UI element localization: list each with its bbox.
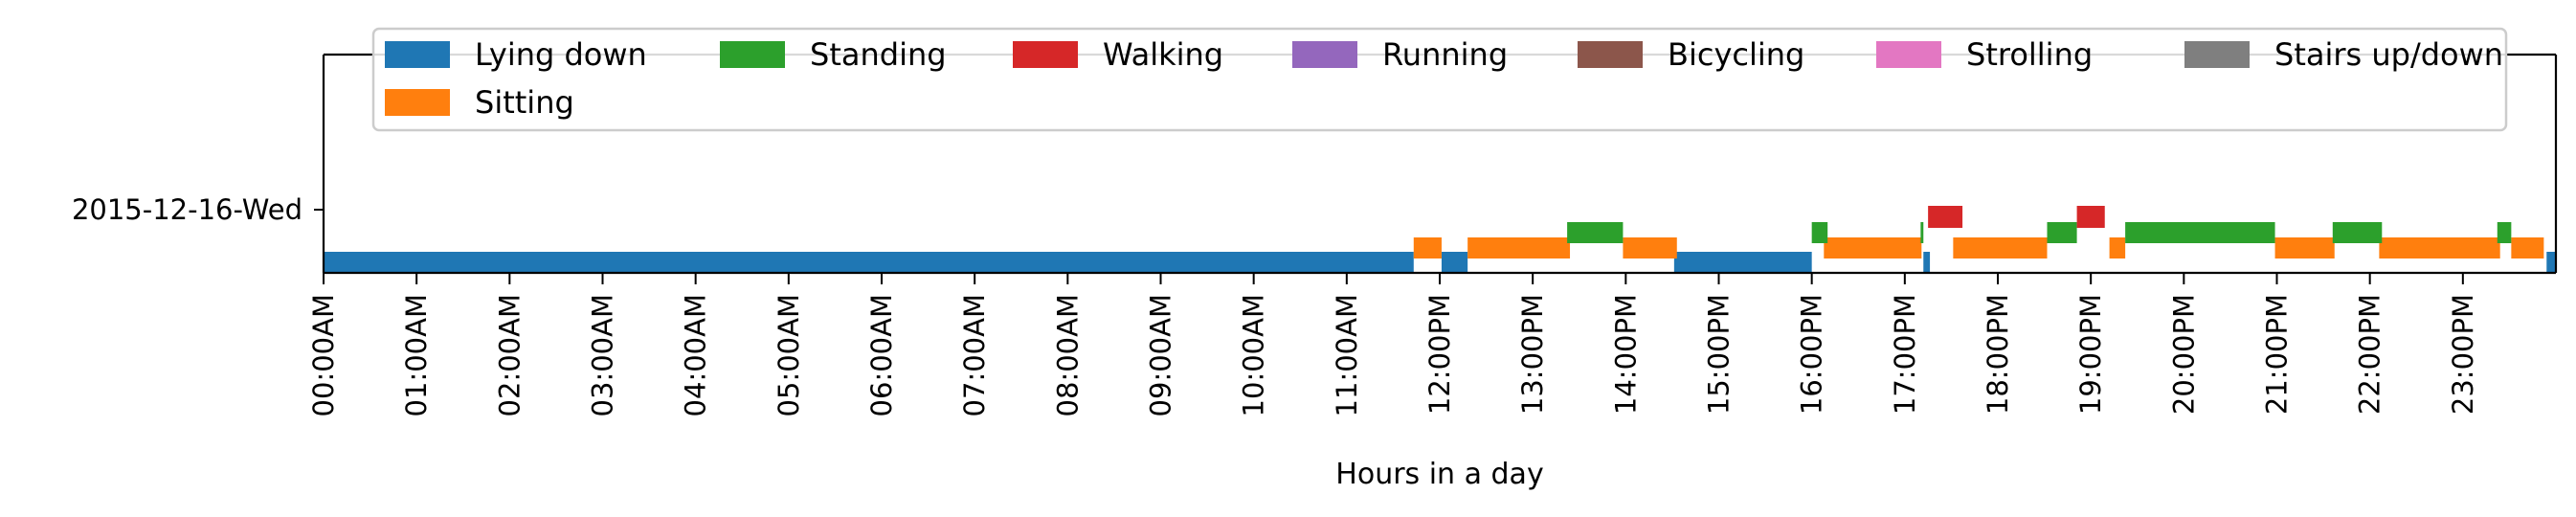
x-tick-label: 18:00PM (1982, 294, 2014, 415)
bar-standing-4 (2125, 222, 2275, 243)
x-tick-label: 23:00PM (2447, 294, 2479, 415)
legend-swatch-stairs-up-down (2184, 41, 2250, 68)
x-tick-label: 03:00AM (587, 294, 619, 416)
legend-swatch-running (1292, 41, 1357, 68)
bar-sitting-8 (2511, 237, 2544, 258)
bar-sitting-6 (2274, 237, 2335, 258)
x-tick-label: 08:00AM (1051, 294, 1084, 416)
legend-swatch-walking (1013, 41, 1078, 68)
legend-label: Bicycling (1668, 36, 1804, 73)
x-tick-label: 05:00AM (773, 294, 805, 416)
legend-swatch-standing (720, 41, 785, 68)
activity-bars (324, 206, 2556, 273)
legend-label: Lying down (475, 36, 647, 73)
row-label: 2015-12-16-Wed (72, 193, 302, 226)
legend-label: Strolling (1966, 36, 2093, 73)
bar-lying-down-2 (1673, 252, 1812, 273)
bar-sitting-0 (1413, 237, 1442, 258)
bar-standing-1 (1811, 222, 1828, 243)
x-tick-label: 00:00AM (307, 294, 340, 416)
x-tick-label: 14:00PM (1609, 294, 1642, 415)
bar-walking-1 (2076, 206, 2105, 228)
legend-swatch-bicycling (1578, 41, 1643, 68)
x-tick-label: 13:00PM (1516, 294, 1549, 415)
bar-sitting-2 (1623, 237, 1677, 258)
x-ticks: 00:00AM 01:00AM 02:00AM 03:00AM 04:00AM 05:00… (307, 273, 2479, 491)
x-tick-label: 06:00AM (865, 294, 898, 416)
bar-sitting-7 (2379, 237, 2500, 258)
x-tick-label: 09:00AM (1145, 294, 1177, 416)
bar-lying-down-4 (2546, 252, 2556, 273)
x-tick-label: 21:00PM (2261, 294, 2294, 415)
bar-lying-down-0 (324, 252, 1414, 273)
x-tick-label: 15:00PM (1703, 294, 1736, 415)
x-tick-label: 01:00AM (400, 294, 433, 416)
legend-label: Running (1382, 36, 1508, 73)
bar-lying-down-3 (1923, 252, 1931, 273)
bar-sitting-1 (1467, 237, 1571, 258)
bar-standing-3 (2047, 222, 2077, 243)
legend: Lying down Standing Walking Running Bicyclin… (371, 27, 2508, 132)
bar-standing-0 (1567, 222, 1624, 243)
legend-label: Standing (810, 36, 947, 73)
x-tick-label: 12:00PM (1423, 294, 1456, 415)
bar-lying-down-1 (1441, 252, 1468, 273)
legend-label: Stairs up/down (2274, 36, 2503, 73)
legend-box (371, 27, 2508, 132)
legend-swatch-lying-down (385, 41, 450, 68)
x-tick-label: 17:00PM (1889, 294, 1921, 415)
bar-standing-6 (2497, 222, 2512, 243)
bar-standing-5 (2332, 222, 2383, 243)
bar-standing-2 (1920, 222, 1924, 243)
x-tick-label: 10:00AM (1238, 294, 1270, 416)
legend-label: Sitting (475, 84, 574, 121)
x-axis-label: Hours in a day (1335, 458, 1543, 491)
legend-swatch-sitting (385, 89, 450, 116)
x-tick-label: 04:00AM (680, 294, 712, 416)
bar-sitting-3 (1824, 237, 1922, 258)
bar-sitting-5 (2109, 237, 2126, 258)
x-tick-label: 16:00PM (1796, 294, 1828, 415)
x-tick-label: 02:00AM (493, 294, 526, 416)
bar-walking-0 (1928, 206, 1963, 228)
x-tick-label: 19:00PM (2074, 294, 2107, 415)
bar-sitting-4 (1953, 237, 2048, 258)
x-tick-label: 11:00AM (1331, 294, 1363, 416)
x-tick-label: 22:00PM (2354, 294, 2386, 415)
legend-swatch-strolling (1876, 41, 1941, 68)
legend-label: Walking (1103, 36, 1223, 73)
x-tick-label: 07:00AM (958, 294, 991, 416)
x-tick-label: 20:00PM (2167, 294, 2200, 415)
